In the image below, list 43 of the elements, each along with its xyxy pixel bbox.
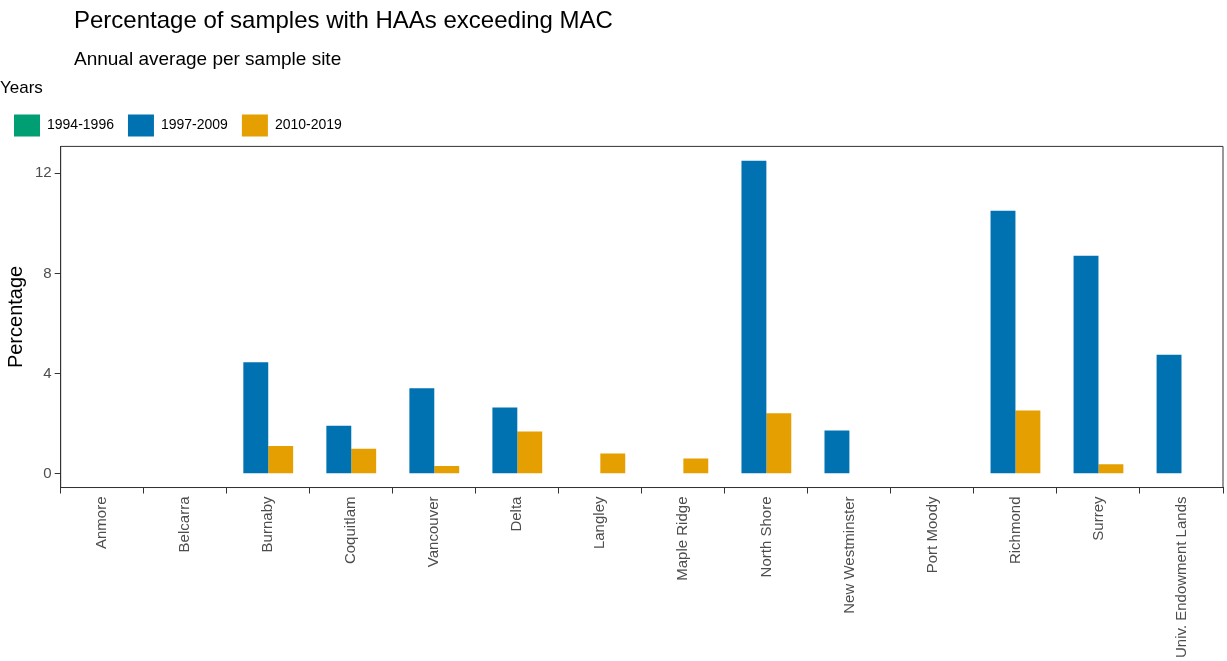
legend-label: 1994-1996 [47,116,115,133]
bar [409,388,435,474]
bar [1098,464,1124,474]
bar [824,430,850,474]
bar [517,431,543,474]
x-tick-label: Anmore [92,496,110,550]
bar [766,413,792,474]
chart-subtitle: Annual average per sample site [74,48,342,70]
x-tick-label: North Shore [756,496,774,578]
legend-label: 1997-2009 [160,116,229,133]
bar [1073,255,1099,474]
bar [741,160,767,474]
x-tick-label: New Westminster [839,496,857,614]
bar [1156,354,1182,474]
y-axis-title: Percentage [3,265,26,369]
x-tick-label: Burnaby [258,496,276,553]
y-tick-label: 0 [43,463,52,481]
y-tick-label: 12 [35,163,52,181]
legend-label: 2010-2019 [274,116,343,133]
legend-title: Years [0,78,43,98]
x-tick-label: Delta [507,495,525,532]
x-tick-label: Maple Ridge [673,496,691,581]
x-tick-label: Surrey [1088,496,1106,541]
bar [990,210,1016,474]
y-tick-label: 4 [43,363,52,381]
chart-title: Percentage of samples with HAAs exceeding MAC [74,6,613,34]
bar [243,362,269,474]
bar [683,458,709,474]
x-tick-label: Port Moody [922,496,940,574]
x-tick-label: Langley [590,496,608,550]
bar [492,407,518,474]
bar [1015,410,1041,474]
x-tick-label: Coquitlam [341,496,359,565]
y-tick-label: 8 [43,263,52,281]
x-tick-label: Univ. Endowment Lands [1171,496,1189,659]
bar [600,453,626,474]
x-tick-label: Richmond [1005,496,1023,565]
x-tick-label: Belcarra [175,495,193,553]
bar [434,465,460,474]
bar [351,448,377,474]
x-tick-label: Vancouver [424,496,442,568]
bar [326,425,352,474]
bar [268,445,294,474]
